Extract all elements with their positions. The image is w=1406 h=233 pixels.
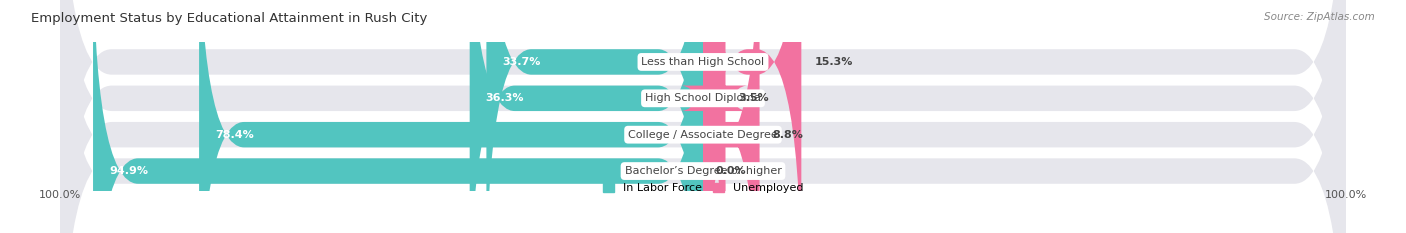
Text: 94.9%: 94.9%	[110, 166, 148, 176]
Text: 15.3%: 15.3%	[814, 57, 852, 67]
FancyBboxPatch shape	[93, 0, 703, 233]
Legend: In Labor Force, Unemployed: In Labor Force, Unemployed	[603, 182, 803, 193]
Text: Less than High School: Less than High School	[641, 57, 765, 67]
Text: College / Associate Degree: College / Associate Degree	[628, 130, 778, 140]
FancyBboxPatch shape	[60, 0, 1346, 233]
FancyBboxPatch shape	[681, 0, 748, 233]
Text: 33.7%: 33.7%	[502, 57, 541, 67]
FancyBboxPatch shape	[703, 0, 801, 233]
Text: 3.5%: 3.5%	[738, 93, 769, 103]
Text: 100.0%: 100.0%	[1324, 190, 1367, 200]
FancyBboxPatch shape	[470, 0, 703, 233]
Text: Source: ZipAtlas.com: Source: ZipAtlas.com	[1264, 12, 1375, 22]
Text: 8.8%: 8.8%	[772, 130, 803, 140]
Text: 0.0%: 0.0%	[716, 166, 747, 176]
FancyBboxPatch shape	[60, 0, 1346, 233]
Text: Bachelor’s Degree or higher: Bachelor’s Degree or higher	[624, 166, 782, 176]
FancyBboxPatch shape	[200, 0, 703, 233]
Text: 36.3%: 36.3%	[485, 93, 524, 103]
Text: 78.4%: 78.4%	[215, 130, 254, 140]
Text: 100.0%: 100.0%	[39, 190, 82, 200]
Text: High School Diploma: High School Diploma	[645, 93, 761, 103]
FancyBboxPatch shape	[486, 0, 703, 233]
FancyBboxPatch shape	[60, 0, 1346, 233]
FancyBboxPatch shape	[703, 0, 759, 233]
FancyBboxPatch shape	[60, 0, 1346, 233]
Text: Employment Status by Educational Attainment in Rush City: Employment Status by Educational Attainm…	[31, 12, 427, 25]
